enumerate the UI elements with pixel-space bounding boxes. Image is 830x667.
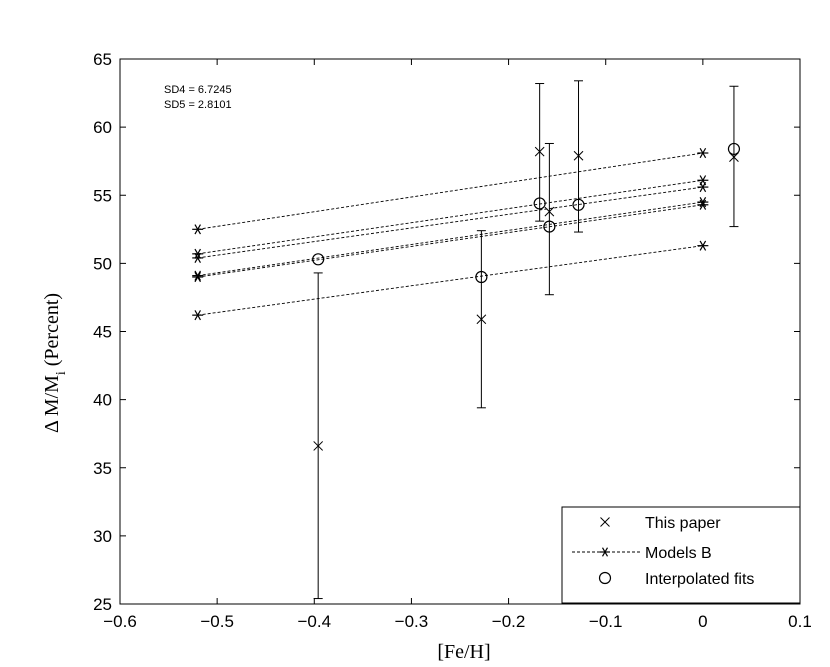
y-axis-label-main: Δ M/M [41, 375, 63, 433]
x-tick-label: −0.4 [298, 612, 332, 631]
this-paper-point [476, 314, 487, 325]
models-b-point [697, 240, 709, 251]
models-b-point [192, 271, 204, 283]
star-marker-stroke [194, 224, 201, 235]
legend-label-models-b: Models B [645, 545, 712, 562]
this-paper-point [313, 441, 324, 451]
star-marker-stroke [194, 248, 201, 259]
models-b-point [192, 270, 204, 281]
y-tick-label: 40 [93, 391, 112, 410]
models-b-point [192, 224, 204, 235]
star-marker-stroke [699, 199, 707, 210]
interpolated-fit-point [475, 270, 488, 284]
models-b-line [197, 179, 703, 255]
models-b-line [197, 152, 703, 230]
legend-entry-this-paper: This paper [600, 515, 721, 532]
x-tick-label: −0.6 [103, 612, 137, 631]
axes: −0.6 −0.5 −0.4 −0.3 −0.2 −0.1 0 0.1 25 30 35 40 45 50… [93, 50, 812, 631]
legend-entry-interpolated-fits: Interpolated fits [598, 571, 754, 588]
x-tick-label: −0.2 [492, 612, 526, 631]
star-marker-stroke [699, 182, 707, 193]
x-tick-label: −0.5 [200, 612, 234, 631]
this-paper-point [544, 206, 555, 217]
y-tick-label: 65 [93, 50, 112, 69]
legend-box [561, 506, 801, 604]
models-b-point [192, 252, 204, 263]
interpolated-fit-point [572, 198, 585, 211]
models-b-point [697, 175, 709, 186]
y-tick-label: 30 [93, 527, 112, 546]
x-marker-stroke [313, 441, 324, 451]
models-b-point [697, 182, 709, 193]
x-axis-label: [Fe/H] [437, 641, 490, 663]
interpolated-fit-point [533, 197, 546, 210]
models-b-line [197, 245, 703, 316]
annotation-sd4: SD4 = 6.7245 [164, 84, 232, 96]
x-marker-stroke [573, 150, 584, 161]
models-b-line [197, 201, 703, 277]
star-marker-stroke [699, 147, 707, 159]
x-marker-stroke [544, 206, 555, 217]
models-b-line [197, 186, 703, 259]
y-axis-label-suffix: (Percent) [41, 293, 63, 371]
plot-area [192, 80, 741, 600]
star-marker-stroke [194, 310, 201, 321]
x-tick-label: 0 [698, 612, 707, 631]
legend: This paper Models B Interpolated fits [561, 506, 801, 604]
y-axis-label: Δ M/Mi (Percent) [41, 293, 69, 433]
x-marker-stroke [534, 146, 545, 157]
models-b-point [697, 199, 709, 210]
annotation-sd5: SD5 = 2.8101 [164, 99, 232, 111]
x-tick-label: −0.3 [395, 612, 429, 631]
x-tick-label: 0.1 [788, 612, 812, 631]
interpolated-fit-point [727, 142, 741, 156]
y-tick-label: 25 [93, 595, 112, 614]
models-b-point [192, 310, 204, 321]
this-paper-point [573, 150, 584, 161]
y-tick-label: 50 [93, 254, 112, 273]
legend-x-marker-icon [600, 517, 610, 527]
y-tick-label: 35 [93, 459, 112, 478]
y-tick-label: 55 [93, 186, 112, 205]
models-b-line [197, 204, 703, 278]
y-tick-label: 60 [93, 118, 112, 137]
models-b-point [697, 147, 709, 159]
legend-entry-models-b: Models B [572, 545, 712, 562]
x-marker-stroke [476, 314, 487, 325]
legend-circle-marker-icon [598, 571, 612, 585]
star-marker-stroke [699, 240, 707, 251]
legend-label-interpolated-fits: Interpolated fits [645, 571, 754, 588]
x-tick-label: −0.1 [589, 612, 623, 631]
legend-asterisk-marker-icon [600, 547, 610, 557]
models-b-point [192, 248, 204, 259]
y-tick-label: 45 [93, 323, 112, 342]
legend-label-this-paper: This paper [645, 515, 721, 532]
star-marker-stroke [194, 252, 201, 263]
star-marker-stroke [194, 270, 201, 281]
this-paper-point [534, 146, 545, 157]
y-axis-label-subscript: i [54, 371, 69, 375]
star-marker-stroke [194, 271, 201, 283]
interpolated-fit-point [312, 253, 325, 266]
interpolated-fit-point [543, 220, 556, 233]
